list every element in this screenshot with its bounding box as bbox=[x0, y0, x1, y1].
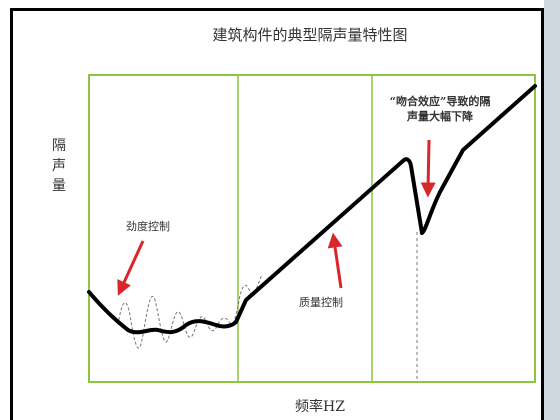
coincidence-arrow bbox=[420, 139, 436, 198]
stiffness-arrow bbox=[117, 240, 145, 296]
mass-control-label: 质量控制 bbox=[299, 296, 343, 309]
insulation-curve bbox=[87, 84, 537, 335]
outer-frame bbox=[10, 8, 544, 420]
coincidence-effect-label: “吻合效应”导致的隔 声量大幅下降 bbox=[375, 94, 505, 124]
resonance-oscillation-dashed bbox=[117, 274, 263, 349]
mass-arrow bbox=[327, 232, 343, 289]
x-axis-label: 频率HZ bbox=[295, 399, 345, 415]
stiffness-control-label: 劲度控制 bbox=[126, 220, 170, 233]
right-gutter bbox=[544, 0, 560, 420]
y-axis-label: 隔声量 bbox=[52, 138, 66, 194]
coincidence-effect-line-1: “吻合效应”导致的隔 bbox=[389, 95, 491, 108]
diagram-title: 建筑构件的典型隔声量特性图 bbox=[212, 26, 408, 44]
plot-area-border bbox=[88, 74, 536, 383]
coincidence-effect-line-2: 声量大幅下降 bbox=[407, 110, 473, 123]
